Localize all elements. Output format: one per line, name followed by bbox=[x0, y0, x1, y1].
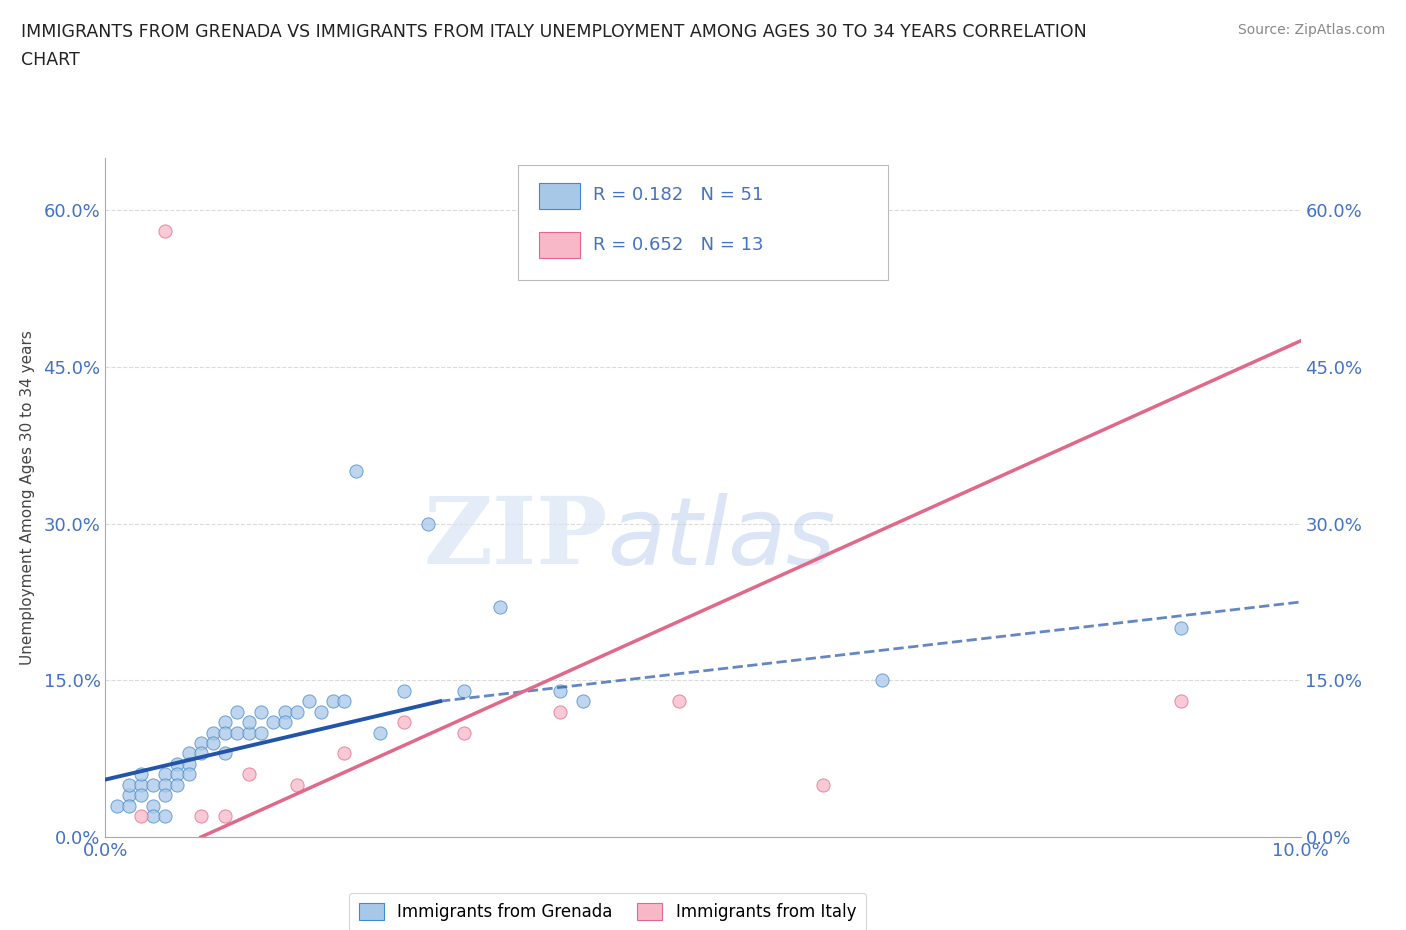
Point bbox=[155, 788, 177, 803]
Point bbox=[190, 736, 212, 751]
Point bbox=[155, 777, 177, 792]
FancyBboxPatch shape bbox=[540, 232, 579, 258]
Text: atlas: atlas bbox=[607, 493, 835, 584]
Text: ZIP: ZIP bbox=[423, 493, 607, 583]
Point bbox=[131, 788, 153, 803]
Point bbox=[285, 704, 308, 719]
Point bbox=[548, 684, 571, 698]
Point bbox=[225, 704, 249, 719]
FancyBboxPatch shape bbox=[517, 165, 889, 280]
Point bbox=[394, 684, 416, 698]
Text: R = 0.652   N = 13: R = 0.652 N = 13 bbox=[593, 236, 763, 254]
Point bbox=[202, 736, 225, 751]
Point bbox=[346, 464, 368, 479]
Legend: Immigrants from Grenada, Immigrants from Italy: Immigrants from Grenada, Immigrants from… bbox=[349, 893, 866, 930]
Point bbox=[298, 694, 321, 709]
Point bbox=[285, 777, 308, 792]
Point bbox=[118, 777, 141, 792]
Point bbox=[1170, 694, 1192, 709]
Text: R = 0.182   N = 51: R = 0.182 N = 51 bbox=[593, 186, 763, 205]
Point bbox=[166, 777, 188, 792]
Point bbox=[155, 809, 177, 824]
Point bbox=[668, 694, 690, 709]
Point bbox=[214, 809, 236, 824]
Point bbox=[333, 694, 356, 709]
Point bbox=[872, 673, 894, 688]
Point bbox=[142, 798, 165, 813]
Point bbox=[453, 684, 475, 698]
Point bbox=[190, 809, 212, 824]
Point bbox=[238, 725, 260, 740]
Point bbox=[214, 714, 236, 729]
FancyBboxPatch shape bbox=[540, 183, 579, 209]
Point bbox=[274, 714, 297, 729]
Text: IMMIGRANTS FROM GRENADA VS IMMIGRANTS FROM ITALY UNEMPLOYMENT AMONG AGES 30 TO 3: IMMIGRANTS FROM GRENADA VS IMMIGRANTS FR… bbox=[21, 23, 1087, 41]
Point bbox=[166, 756, 188, 771]
Point bbox=[453, 725, 475, 740]
Point bbox=[274, 704, 297, 719]
Text: CHART: CHART bbox=[21, 51, 80, 69]
Point bbox=[572, 694, 595, 709]
Point bbox=[118, 798, 141, 813]
Point bbox=[309, 704, 332, 719]
Point bbox=[238, 714, 260, 729]
Point bbox=[238, 767, 260, 782]
Point bbox=[214, 725, 236, 740]
Point bbox=[131, 809, 153, 824]
Point bbox=[155, 767, 177, 782]
Text: Source: ZipAtlas.com: Source: ZipAtlas.com bbox=[1237, 23, 1385, 37]
Point bbox=[225, 725, 249, 740]
Point bbox=[166, 767, 188, 782]
Point bbox=[250, 704, 273, 719]
Point bbox=[179, 756, 201, 771]
Point bbox=[155, 224, 177, 239]
Point bbox=[250, 725, 273, 740]
Point bbox=[118, 788, 141, 803]
Y-axis label: Unemployment Among Ages 30 to 34 years: Unemployment Among Ages 30 to 34 years bbox=[20, 330, 35, 665]
Point bbox=[107, 798, 129, 813]
Point bbox=[418, 516, 440, 531]
Point bbox=[1170, 620, 1192, 635]
Point bbox=[142, 809, 165, 824]
Point bbox=[489, 600, 512, 615]
Point bbox=[394, 714, 416, 729]
Point bbox=[179, 767, 201, 782]
Point bbox=[179, 746, 201, 761]
Point bbox=[548, 704, 571, 719]
Point bbox=[142, 777, 165, 792]
Point bbox=[368, 725, 391, 740]
Point bbox=[202, 725, 225, 740]
Point bbox=[131, 777, 153, 792]
Point bbox=[811, 777, 834, 792]
Point bbox=[262, 714, 284, 729]
Point bbox=[214, 746, 236, 761]
Point bbox=[321, 694, 344, 709]
Point bbox=[190, 746, 212, 761]
Point bbox=[131, 767, 153, 782]
Point bbox=[333, 746, 356, 761]
